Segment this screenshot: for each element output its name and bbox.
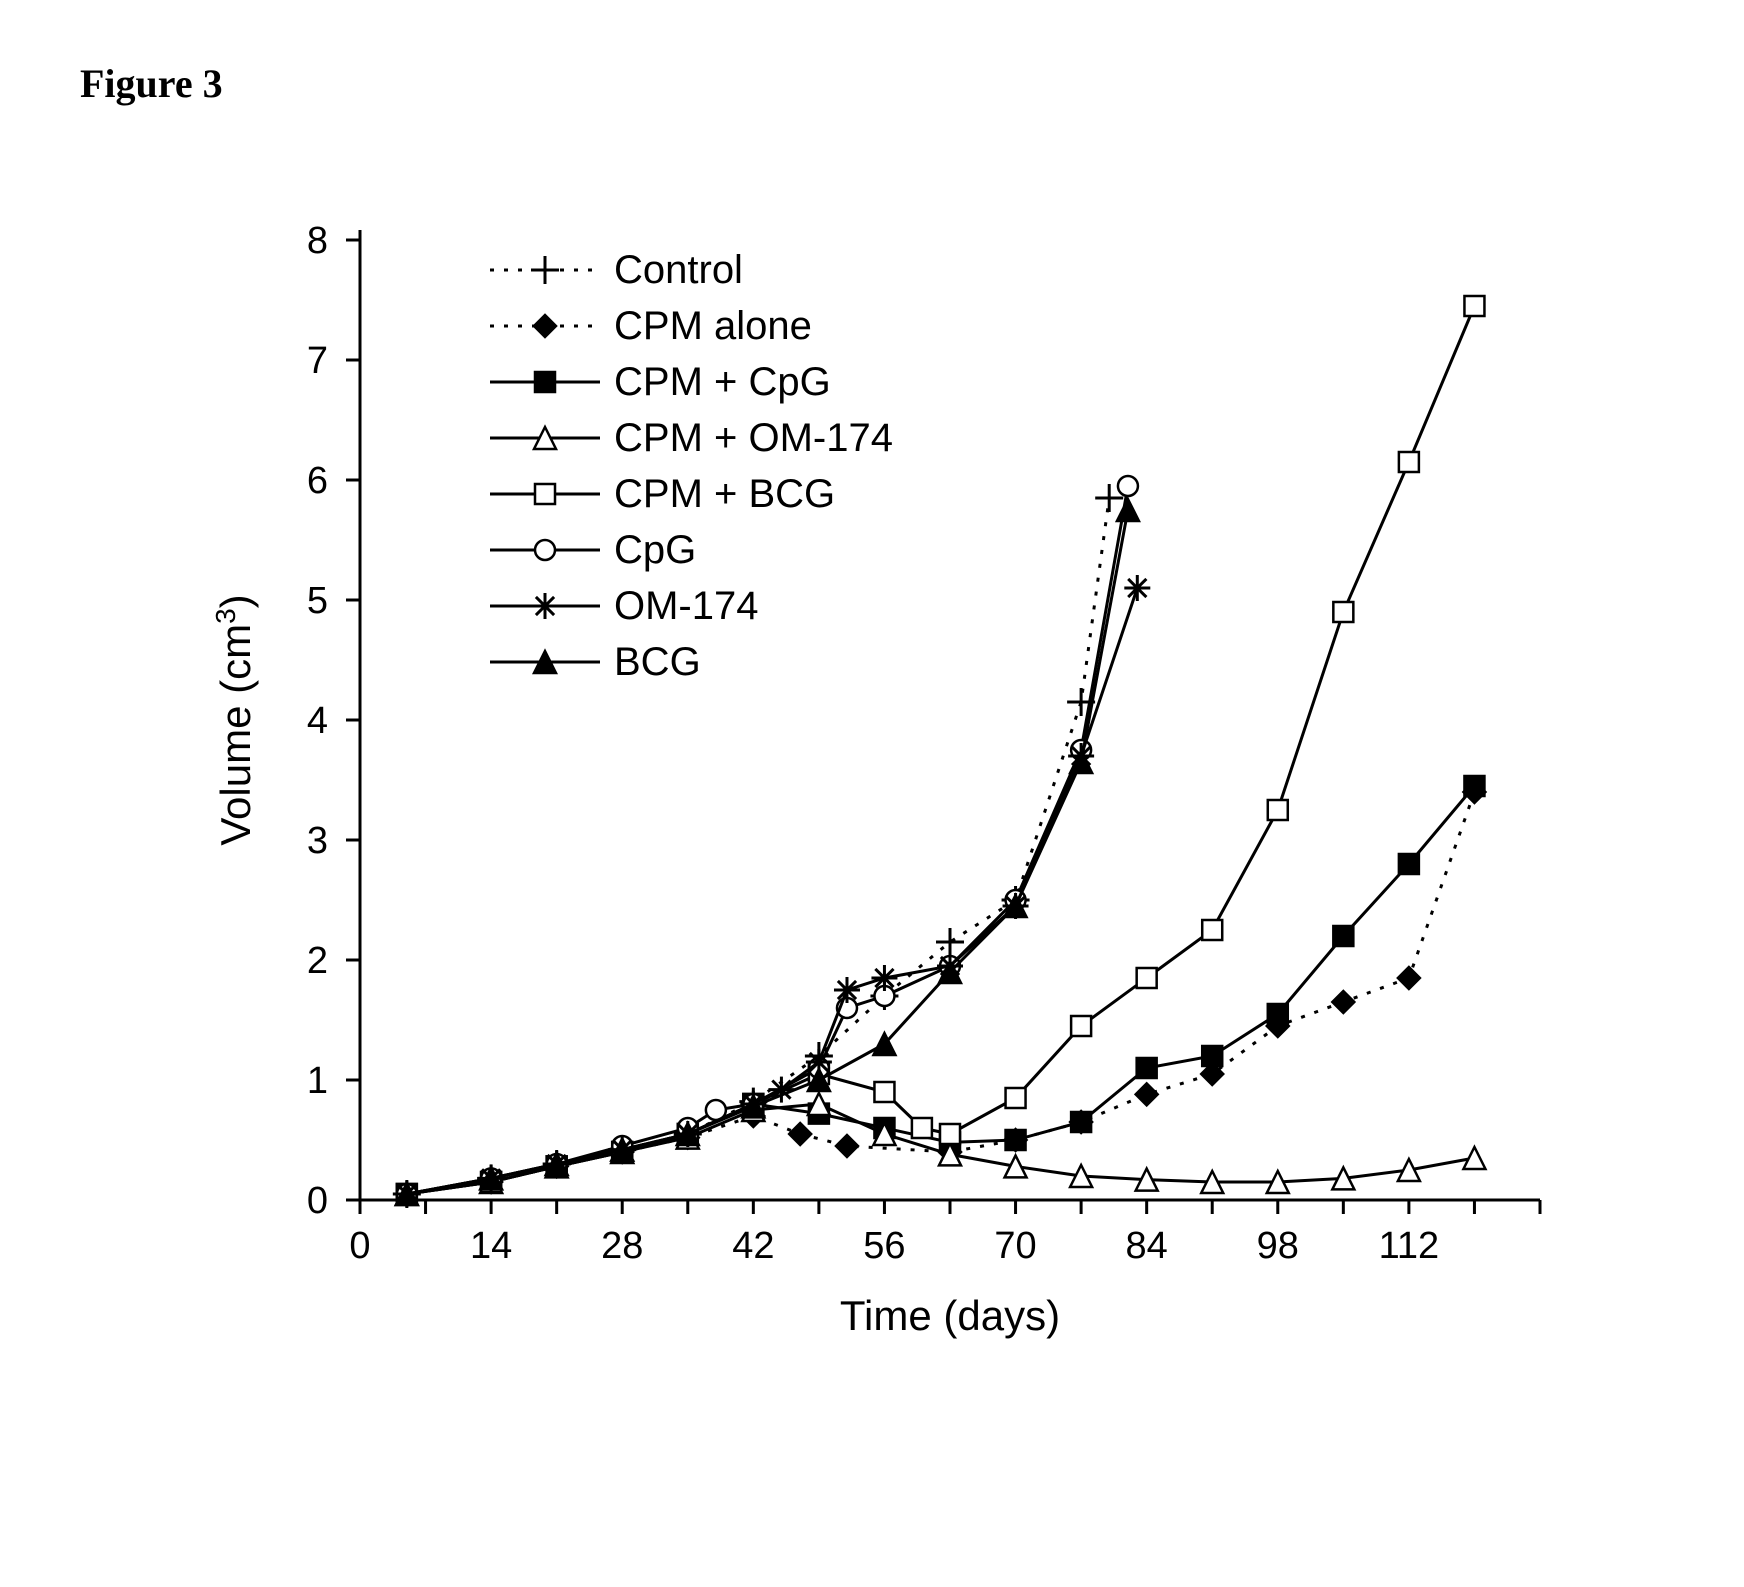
svg-text:28: 28 <box>601 1225 643 1267</box>
svg-text:1: 1 <box>307 1060 328 1102</box>
legend-label: BCG <box>614 640 701 684</box>
svg-text:112: 112 <box>1379 1225 1440 1267</box>
page: Figure 3 012345678014284256708498112Time… <box>0 0 1744 1587</box>
svg-text:0: 0 <box>307 1180 328 1222</box>
legend-label: CpG <box>614 528 696 572</box>
legend-label: CPM + OM-174 <box>614 416 893 460</box>
chart-svg: 012345678014284256708498112Time (days)Vo… <box>200 220 1600 1420</box>
svg-text:5: 5 <box>307 580 328 622</box>
svg-text:2: 2 <box>307 940 328 982</box>
figure-title: Figure 3 <box>80 60 223 107</box>
legend-label: Control <box>614 248 743 292</box>
svg-text:4: 4 <box>307 700 328 742</box>
legend-label: CPM + CpG <box>614 360 831 404</box>
svg-text:14: 14 <box>470 1225 512 1267</box>
svg-text:Time (days): Time (days) <box>840 1292 1060 1339</box>
legend-label: CPM + BCG <box>614 472 835 516</box>
svg-text:70: 70 <box>994 1225 1036 1267</box>
line-chart: 012345678014284256708498112Time (days)Vo… <box>200 220 1600 1420</box>
svg-text:42: 42 <box>732 1225 774 1267</box>
legend: Control CPM alone CPM + CpG CPM + OM-174 CPM… <box>490 248 893 684</box>
svg-text:98: 98 <box>1257 1225 1299 1267</box>
legend-label: CPM alone <box>614 304 812 348</box>
svg-text:8: 8 <box>307 220 328 262</box>
svg-text:6: 6 <box>307 460 328 502</box>
legend-label: OM-174 <box>614 584 759 628</box>
svg-text:7: 7 <box>307 340 328 382</box>
svg-text:Volume (cm3): Volume (cm3) <box>210 594 260 845</box>
svg-text:0: 0 <box>349 1225 370 1267</box>
svg-text:56: 56 <box>863 1225 905 1267</box>
series-cpm-bcg <box>397 296 1485 1204</box>
series-om-174 <box>394 575 1150 1207</box>
svg-text:3: 3 <box>307 820 328 862</box>
svg-text:84: 84 <box>1126 1225 1168 1267</box>
